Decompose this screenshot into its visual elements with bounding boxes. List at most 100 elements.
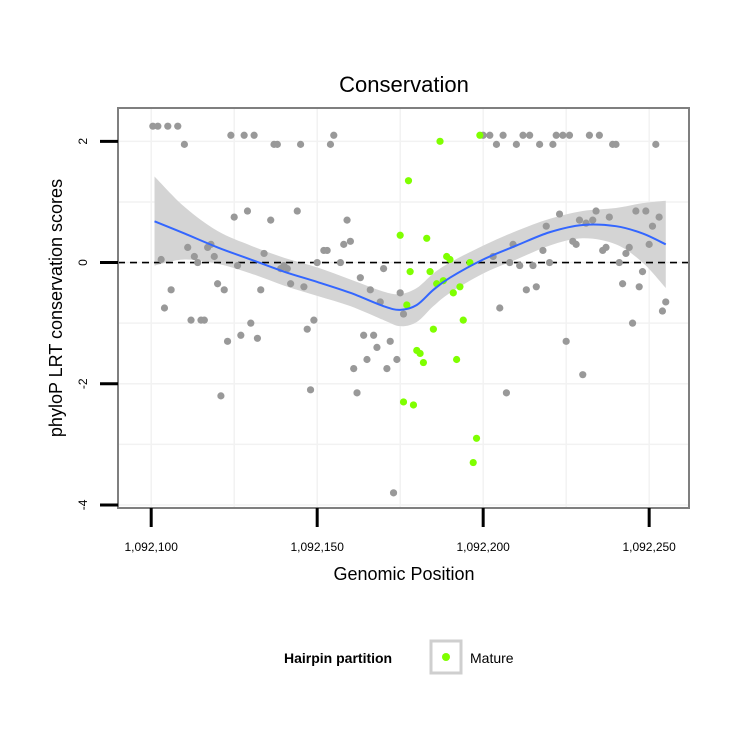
point-other [552,131,560,139]
x-tick-label: 1,092,200 [456,540,510,554]
point-other [379,265,388,273]
point-other [303,325,311,333]
point-other [373,343,381,351]
point-mature [459,316,467,324]
point-other [296,140,305,148]
y-tick-label: -2 [76,378,90,389]
point-other [536,140,544,148]
point-other [506,258,514,267]
point-mature [446,255,454,264]
point-other [652,140,660,148]
point-other [220,286,228,294]
point-other [545,258,554,267]
point-mature [429,325,437,333]
confidence-band [154,176,666,327]
point-other [194,258,202,267]
point-other [326,140,335,148]
point-other [662,298,670,306]
point-other [180,140,188,148]
point-other [625,243,633,251]
y-tick-label: 0 [76,259,90,266]
point-mature [419,358,428,367]
point-other [396,289,404,297]
point-other [253,334,262,342]
point-mature [403,301,411,309]
point-other [386,337,394,345]
point-mature [396,231,404,239]
point-other [293,207,301,215]
point-mature [472,434,481,442]
point-other [157,255,165,264]
point-other [366,286,374,294]
point-other [257,286,265,294]
point-other [529,261,537,270]
point-other [562,337,570,345]
y-tick-label: 2 [76,138,90,145]
point-other [160,304,169,312]
point-other [243,207,252,215]
point-other [615,258,623,267]
point-other [632,207,640,215]
point-mature [404,177,413,185]
chart-title: Conservation [339,72,469,97]
point-other [519,131,527,139]
plot-panel [117,107,690,509]
point-other [532,283,540,291]
point-other [549,140,557,148]
point-other [658,307,667,315]
panel-border [117,107,690,509]
y-tick-label: -4 [76,499,90,510]
point-other [330,131,338,139]
point-other [167,286,175,294]
point-other [190,252,198,261]
point-other [645,240,653,248]
point-other [370,331,378,339]
point-mature [399,398,408,406]
data-points [149,122,670,497]
point-other [237,331,245,339]
point-other [595,131,603,139]
x-tick-label: 1,092,250 [622,540,676,554]
point-other [250,131,258,139]
point-other [336,258,345,267]
point-other [287,280,295,288]
point-other [486,131,494,139]
point-mature [426,268,434,276]
point-other [389,489,398,497]
point-other [217,392,225,400]
point-other [210,252,218,261]
smooth-fit-line [154,220,667,311]
point-other [313,258,321,267]
x-axis-title: Genomic Position [333,564,474,584]
point-other [579,371,587,379]
point-other [223,337,232,345]
point-other [383,365,391,373]
point-other [346,237,354,245]
point-mature [456,283,464,291]
point-other [559,131,567,139]
point-other [230,213,238,221]
point-mature [469,458,477,467]
point-other [350,365,358,373]
point-mature [406,268,414,276]
point-other [612,140,620,148]
point-mature [409,401,418,409]
point-other [648,222,657,230]
point-other [628,319,637,327]
point-other [496,304,504,312]
point-mature [416,349,424,358]
point-other [526,131,534,139]
legend: Hairpin partition Mature [284,639,514,675]
point-other [187,316,195,324]
point-other [555,210,564,218]
point-other [605,213,613,221]
point-other [267,216,275,224]
point-other [655,213,663,221]
point-other [283,265,291,273]
point-other [585,131,594,139]
point-other [260,249,268,258]
point-other [539,246,547,255]
legend-title: Hairpin partition [284,650,392,666]
point-other [622,249,630,258]
point-other [273,140,281,148]
